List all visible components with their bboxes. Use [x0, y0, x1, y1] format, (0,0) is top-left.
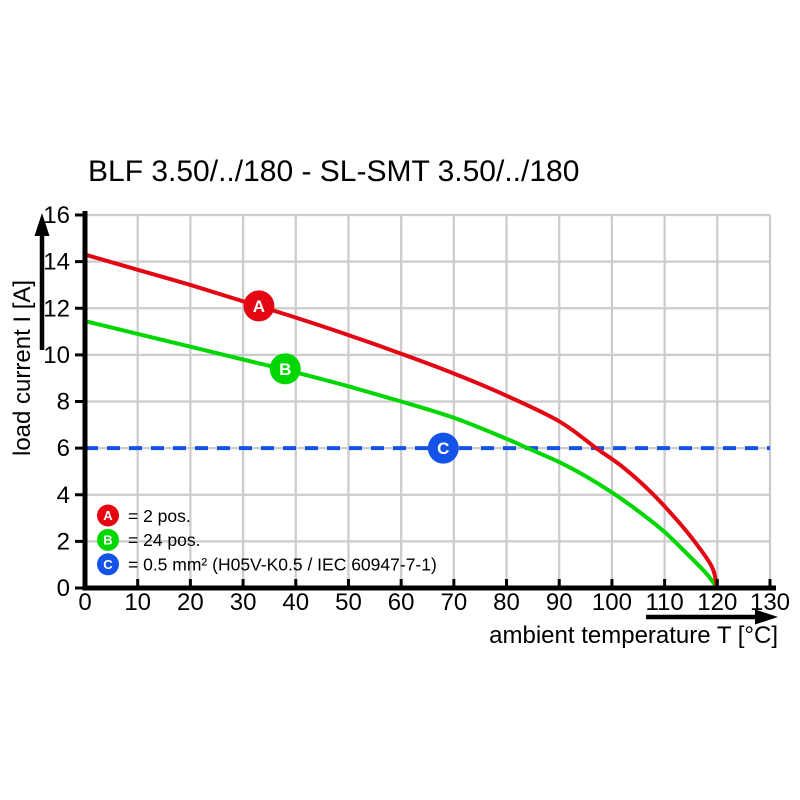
x-tick-label: 10: [124, 589, 151, 616]
chart-title: BLF 3.50/../180 - SL-SMT 3.50/../180: [88, 155, 580, 188]
x-tick-label: 70: [440, 589, 467, 616]
y-axis-arrowhead-icon: [34, 213, 50, 236]
curve-marker-C: C: [427, 432, 459, 464]
y-tick-label: 8: [57, 389, 70, 416]
curve-marker-letter-A: A: [253, 297, 265, 316]
legend-letter-A: A: [103, 508, 113, 523]
x-tick-label: 90: [546, 589, 573, 616]
legend-letter-C: C: [103, 557, 113, 572]
legend-label-B: = 24 pos.: [128, 530, 201, 550]
x-tick-label: 110: [645, 589, 683, 616]
x-tick-label: 120: [697, 589, 737, 616]
y-tick-label: 14: [43, 249, 70, 276]
legend-marker-B: [97, 528, 119, 551]
x-tick-label: 80: [493, 589, 520, 616]
x-tick-label: 100: [592, 589, 632, 616]
x-tick-label: 30: [230, 589, 257, 616]
curve-marker-letter-B: B: [279, 360, 291, 379]
y-tick-label: 10: [43, 342, 70, 369]
curve-A: [83, 252, 720, 590]
y-tick-label: 12: [43, 295, 70, 322]
x-axis-label: ambient temperature T [°C]: [489, 622, 778, 649]
curve-marker-letter-C: C: [437, 439, 449, 458]
x-tick-label: 40: [282, 589, 309, 616]
x-tick-label: 50: [335, 589, 362, 616]
x-tick-label: 20: [177, 589, 204, 616]
legend-marker-C: [97, 553, 119, 576]
curve-marker-circle-A: [243, 290, 275, 322]
y-tick-label: 16: [43, 202, 70, 229]
curve-marker-B: B: [269, 353, 301, 385]
y-tick-label: 2: [57, 528, 70, 555]
x-tick-label: 60: [388, 589, 415, 616]
curve-B: [83, 319, 720, 590]
legend-item-A: A = 2 pos.: [97, 504, 191, 527]
y-tick-label: 0: [57, 575, 70, 602]
legend-item-B: B = 24 pos.: [97, 528, 201, 551]
legend-marker-A: [97, 504, 119, 527]
y-tick-label: 4: [57, 482, 70, 509]
curve-marker-circle-B: [269, 353, 301, 385]
legend-label-C: = 0.5 mm² (H05V-K0.5 / IEC 60947-7-1): [128, 555, 437, 575]
y-axis-label: load current I [A]: [9, 280, 36, 456]
x-tick-label: 0: [78, 589, 91, 616]
legend-item-C: C = 0.5 mm² (H05V-K0.5 / IEC 60947-7-1): [97, 553, 437, 576]
legend-letter-B: B: [103, 533, 112, 548]
curve-marker-circle-C: [427, 432, 459, 464]
y-tick-label: 6: [57, 435, 70, 462]
legend-label-A: = 2 pos.: [128, 506, 191, 526]
x-axis-arrowhead-icon: [755, 609, 778, 625]
curve-marker-A: A: [243, 290, 275, 322]
